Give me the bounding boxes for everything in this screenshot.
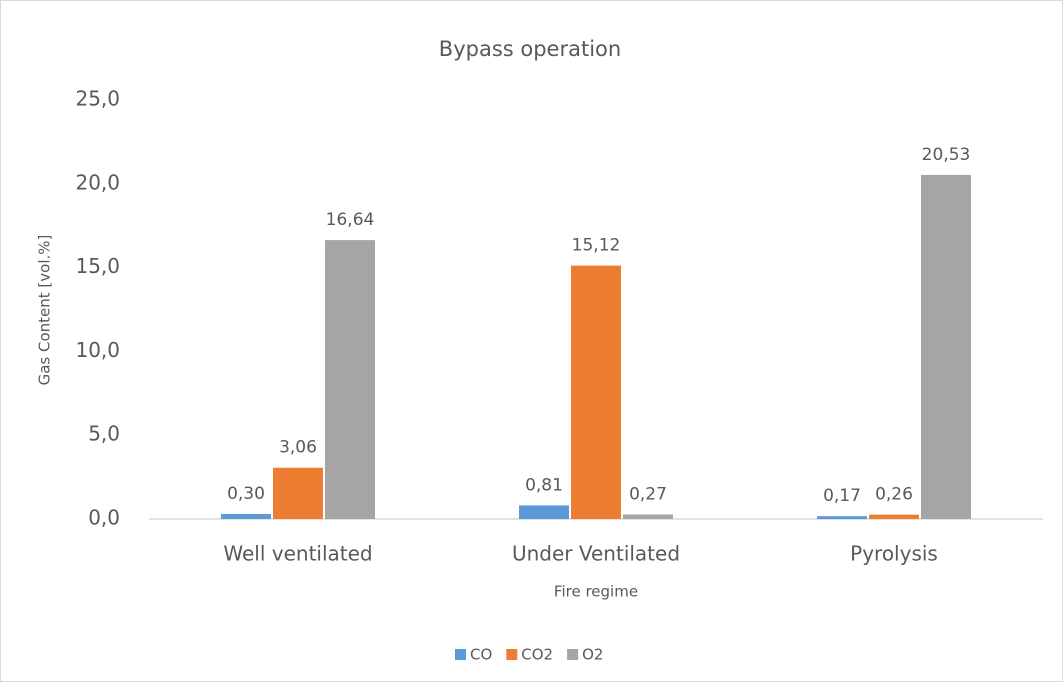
y-tick-label: 10,0 [75, 338, 120, 362]
value-label: 3,06 [279, 438, 317, 458]
bar [623, 514, 673, 519]
value-label: 0,30 [227, 484, 265, 504]
legend-swatch [455, 649, 466, 660]
legend-swatch [567, 649, 579, 660]
bar [869, 514, 919, 519]
value-label: 0,17 [823, 486, 861, 506]
value-label: 20,53 [922, 145, 971, 165]
y-tick-label: 5,0 [88, 422, 120, 446]
y-tick-label: 25,0 [75, 87, 120, 111]
legend-label: O2 [582, 646, 603, 664]
bar [325, 240, 375, 520]
value-label: 0,27 [629, 484, 667, 504]
legend-label: CO2 [521, 646, 553, 664]
legend-swatch [506, 649, 518, 660]
x-tick-label: Well ventilated [223, 542, 372, 566]
bar [221, 513, 271, 519]
legend-label: CO [470, 646, 492, 664]
bar [519, 505, 569, 519]
y-tick-label: 0,0 [88, 506, 120, 530]
value-label: 0,81 [525, 475, 563, 495]
value-label: 0,26 [875, 485, 913, 505]
x-tick-label: Under Ventilated [512, 542, 680, 566]
y-tick-label: 15,0 [75, 254, 120, 278]
x-axis-label: Fire regime [554, 583, 638, 601]
x-tick-label: Pyrolysis [850, 542, 938, 566]
bar [273, 467, 323, 519]
y-axis-label: Gas Content [vol.%] [36, 235, 54, 386]
value-label: 15,12 [572, 236, 621, 256]
bar [817, 516, 867, 519]
y-tick-label: 20,0 [75, 170, 120, 194]
chart-title: Bypass operation [439, 37, 621, 61]
value-label: 16,64 [326, 210, 375, 230]
bar [921, 174, 971, 519]
bar [571, 265, 621, 519]
